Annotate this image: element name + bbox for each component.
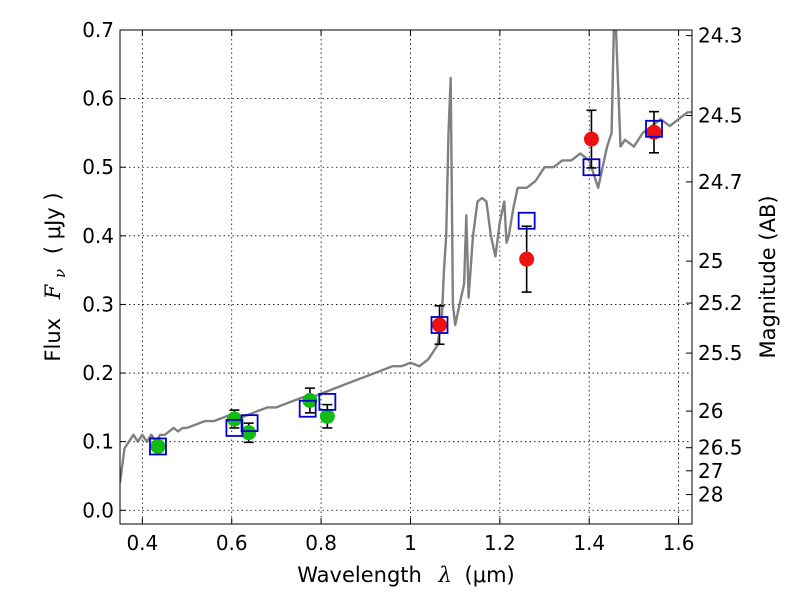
y-axis-title: Flux F ν ( μJy ) bbox=[41, 192, 70, 361]
model-sed-line bbox=[120, 30, 692, 483]
model-photometry-square bbox=[149, 437, 167, 456]
y2-tick-label: 25.2 bbox=[698, 291, 743, 315]
series-layer bbox=[120, 30, 692, 483]
model-photometry-square bbox=[298, 399, 317, 418]
optical-point bbox=[226, 411, 242, 427]
x-axis-title-prefix: Wavelength bbox=[297, 563, 422, 587]
y2-tick-label: 24.3 bbox=[698, 24, 743, 48]
optical-point bbox=[241, 425, 257, 441]
y-tick-label: 0.3 bbox=[82, 292, 114, 316]
model-photometry-square bbox=[240, 414, 259, 433]
y2-tick-label: 25 bbox=[698, 249, 723, 273]
model-photometry-square bbox=[645, 119, 663, 138]
x-tick-label: 0.4 bbox=[126, 531, 158, 555]
x-tick-label: 0.8 bbox=[305, 531, 337, 555]
y-tick-label: 0.1 bbox=[82, 430, 114, 454]
model-photometry-square bbox=[430, 316, 449, 334]
x-tick-label: 1 bbox=[404, 531, 417, 555]
y-tick-label: 0.0 bbox=[82, 498, 114, 522]
x-axis-title-unit: (μm) bbox=[465, 563, 515, 587]
y-axis-title-prefix: Flux bbox=[41, 318, 65, 362]
y2-tick-label: 24.5 bbox=[698, 103, 743, 127]
y-axis-title-subscript: ν bbox=[51, 269, 69, 278]
y2-tick-label: 28 bbox=[698, 483, 723, 507]
x-tick-label: 1.6 bbox=[663, 531, 695, 555]
x-tick-label: 1.4 bbox=[573, 531, 605, 555]
x-tick-label: 1.2 bbox=[484, 531, 516, 555]
y-tick-label: 0.4 bbox=[82, 224, 114, 248]
grid bbox=[120, 29, 692, 524]
y2-tick-label: 27 bbox=[698, 459, 723, 483]
y2-tick-label: 24.7 bbox=[698, 170, 743, 194]
plot-frame bbox=[119, 29, 693, 525]
axis-ticks: 0.4 0.6 0.8 1 1.2 1.4 1.6 0.0 0.1 0.2 0.3 0.4 0.5 0.6… bbox=[82, 18, 742, 555]
x-tick-label: 0.6 bbox=[216, 531, 248, 555]
y-axis-title-unit: ( μJy ) bbox=[41, 192, 65, 254]
nir-point bbox=[519, 251, 535, 267]
nir-point bbox=[432, 317, 448, 333]
model-photometry-square bbox=[318, 392, 337, 411]
optical-point bbox=[150, 438, 166, 454]
x-axis-title-symbol: λ bbox=[438, 563, 452, 587]
y-tick-label: 0.7 bbox=[82, 18, 114, 42]
model-photometry-square bbox=[582, 158, 601, 177]
x-axis-title: Wavelength λ (μm) bbox=[297, 563, 514, 587]
y-tick-label: 0.2 bbox=[82, 361, 114, 385]
y2-tick-label: 25.5 bbox=[698, 341, 743, 365]
y2-tick-label: 26 bbox=[698, 399, 723, 423]
y-tick-label: 0.6 bbox=[82, 87, 114, 111]
y-tick-label: 0.5 bbox=[82, 155, 114, 179]
y-axis-title-symbol: F bbox=[41, 283, 65, 300]
optical-point bbox=[319, 408, 335, 424]
nir-point bbox=[583, 131, 599, 147]
y2-tick-label: 26.5 bbox=[698, 436, 743, 460]
model-photometry-square bbox=[517, 211, 536, 230]
y2-axis-title: Magnitude (AB) bbox=[756, 195, 780, 358]
